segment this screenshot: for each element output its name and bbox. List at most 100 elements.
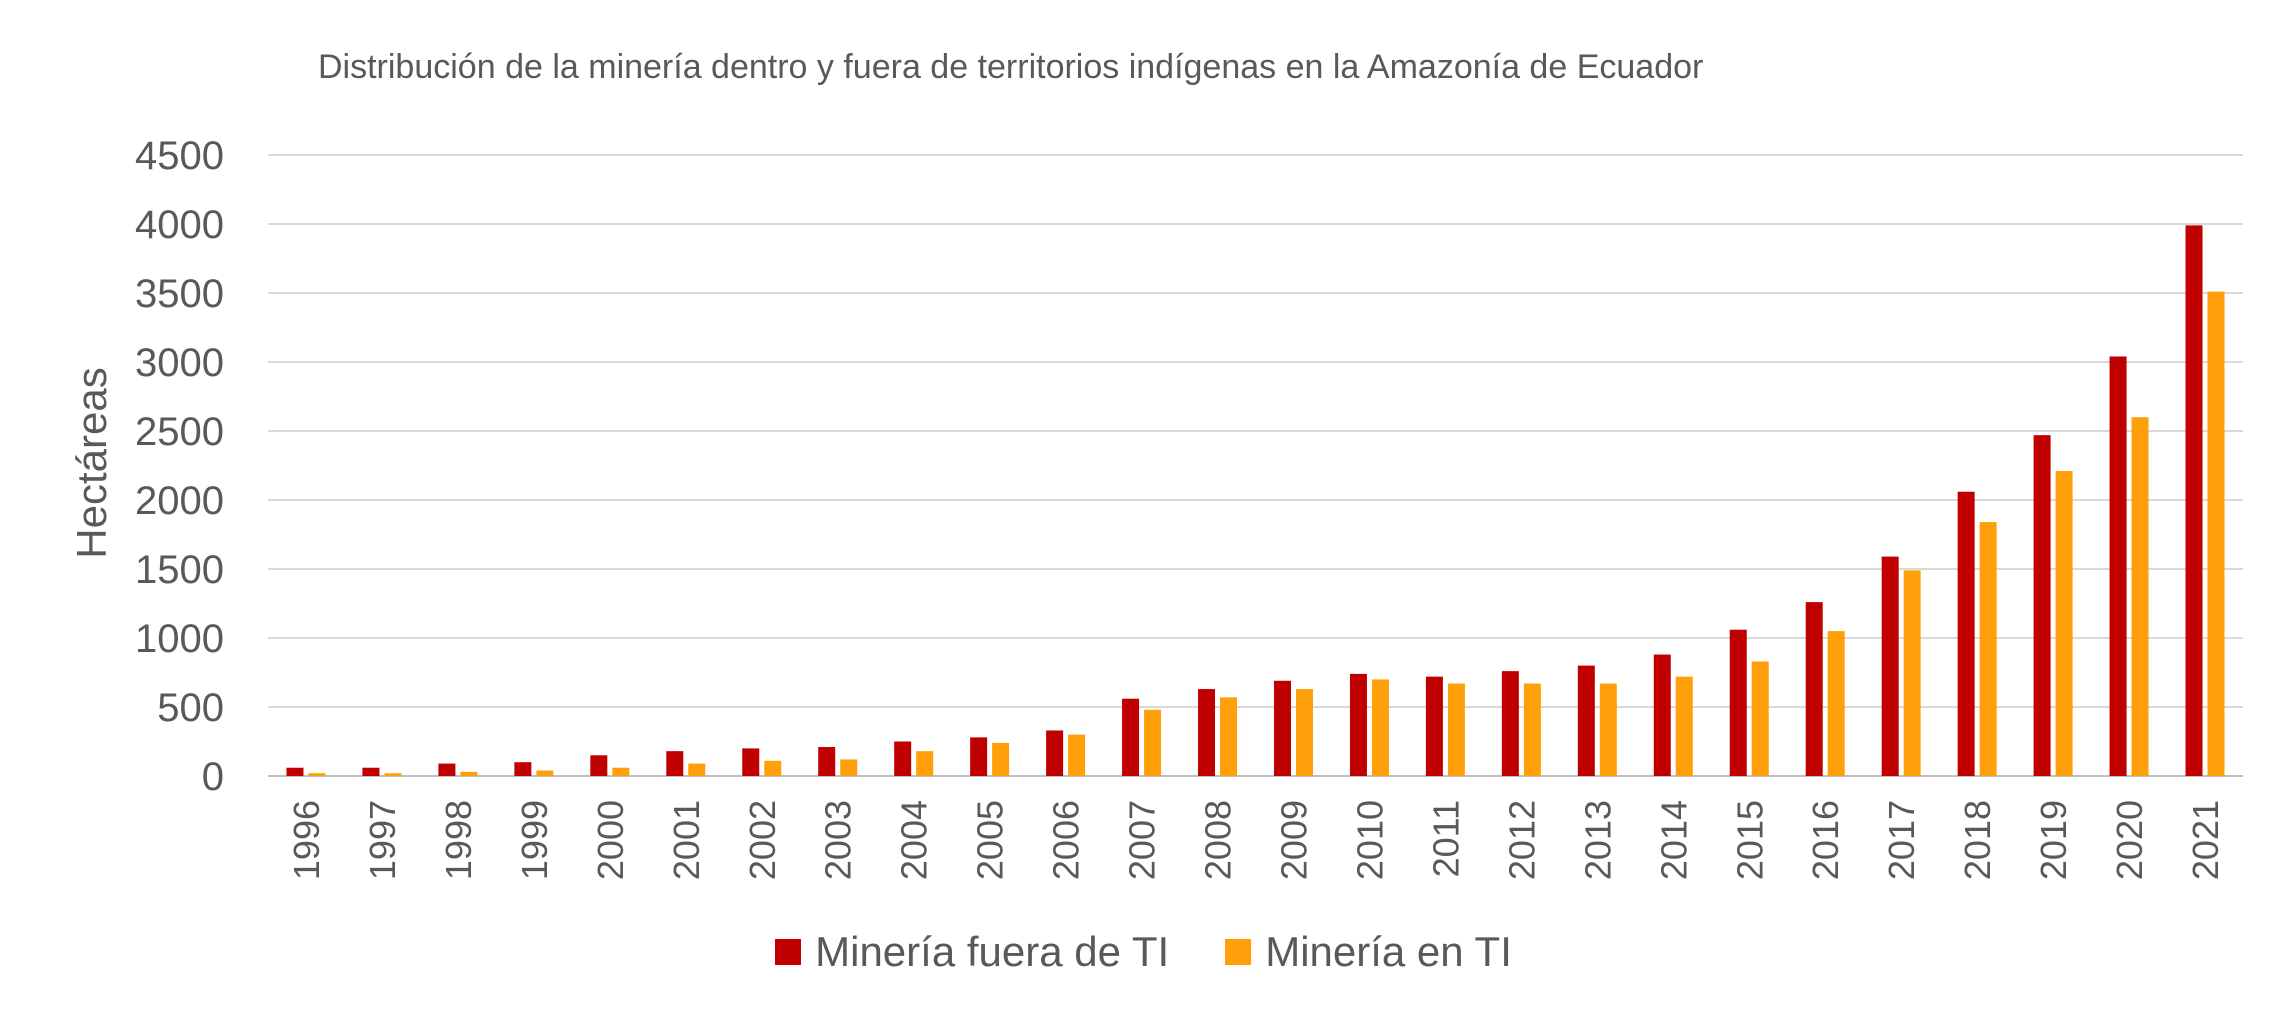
y-tick-label: 4500 <box>135 134 224 178</box>
bar-en-ti <box>536 770 554 776</box>
chart-title: Distribución de la minería dentro y fuer… <box>318 48 1704 86</box>
y-tick-label: 3000 <box>135 341 224 385</box>
bar-en-ti <box>992 742 1010 776</box>
bar-fuera-ti <box>666 751 684 776</box>
legend: Minería fuera de TI Minería en TI <box>0 928 2287 976</box>
x-tick-label: 2021 <box>2185 800 2226 880</box>
bar-fuera-ti <box>1273 680 1291 776</box>
bars <box>286 225 2225 776</box>
bar-fuera-ti <box>1805 602 1823 776</box>
y-tick-label: 3500 <box>135 272 224 316</box>
bar-fuera-ti <box>286 767 304 776</box>
bar-fuera-ti <box>1425 676 1443 776</box>
bar-fuera-ti <box>1198 689 1216 776</box>
x-tick-label: 2020 <box>2109 800 2150 880</box>
y-tick-label: 4000 <box>135 203 224 247</box>
bar-en-ti <box>1675 676 1693 776</box>
legend-item-series-0: Minería fuera de TI <box>775 928 1169 976</box>
bar-en-ti <box>840 759 858 776</box>
bar-en-ti <box>1371 679 1389 776</box>
bar-fuera-ti <box>590 755 608 776</box>
bar-fuera-ti <box>2109 356 2127 776</box>
bar-en-ti <box>916 751 934 776</box>
bar-en-ti <box>1903 570 1921 776</box>
legend-swatch <box>775 939 802 965</box>
bar-en-ti <box>1827 631 1845 776</box>
x-tick-label: 2014 <box>1653 800 1694 880</box>
bar-fuera-ti <box>742 748 760 776</box>
bar-fuera-ti <box>1501 671 1519 776</box>
legend-label: Minería fuera de TI <box>815 928 1170 975</box>
x-tick-label: 2013 <box>1577 800 1618 880</box>
x-axis-ticks: 1996 1997 1998 1999 2000 2001 2002 2003 2004 2005… <box>286 800 2226 880</box>
bar-fuera-ti <box>970 737 988 776</box>
y-axis-label: Hectáreas <box>68 367 115 558</box>
x-tick-label: 2009 <box>1273 800 1314 880</box>
y-tick-label: 2000 <box>135 479 224 523</box>
bar-fuera-ti <box>2033 435 2051 776</box>
bar-en-ti <box>1599 683 1617 776</box>
bar-fuera-ti <box>1653 654 1671 776</box>
bar-en-ti <box>688 763 706 776</box>
bar-fuera-ti <box>1122 698 1140 776</box>
bar-fuera-ti <box>2185 225 2203 776</box>
bar-fuera-ti <box>1881 556 1899 776</box>
y-axis-ticks: 0 500 1000 1500 2000 2500 3000 3500 4000 4500 <box>135 134 224 799</box>
bar-fuera-ti <box>362 767 380 776</box>
y-tick-label: 0 <box>202 755 224 799</box>
bar-en-ti <box>1447 683 1465 776</box>
bar-fuera-ti <box>514 762 532 776</box>
y-tick-label: 2500 <box>135 410 224 454</box>
bar-en-ti <box>1068 734 1086 776</box>
bar-fuera-ti <box>1577 665 1595 776</box>
bar-en-ti <box>460 771 478 776</box>
bar-en-ti <box>764 760 782 776</box>
x-tick-label: 1997 <box>362 800 403 880</box>
legend-label: Minería en TI <box>1265 928 1512 975</box>
bar-en-ti <box>1979 522 1997 776</box>
x-tick-label: 2011 <box>1425 800 1466 877</box>
bar-en-ti <box>2207 291 2225 776</box>
y-tick-label: 1500 <box>135 548 224 592</box>
x-tick-label: 2005 <box>970 800 1011 880</box>
x-tick-label: 2002 <box>742 800 783 880</box>
y-tick-label: 500 <box>157 686 224 730</box>
bar-en-ti <box>1220 697 1238 776</box>
x-tick-label: 1998 <box>438 800 479 880</box>
bar-en-ti <box>384 773 402 776</box>
bar-fuera-ti <box>1046 730 1064 776</box>
bar-fuera-ti <box>1957 491 1975 776</box>
bar-en-ti <box>1751 661 1769 776</box>
x-tick-label: 2008 <box>1198 800 1239 880</box>
x-tick-label: 2019 <box>2033 800 2074 880</box>
x-tick-label: 2015 <box>1729 800 1770 880</box>
x-tick-label: 1996 <box>286 800 327 880</box>
bar-en-ti <box>612 767 630 776</box>
x-tick-label: 2010 <box>1349 800 1390 880</box>
x-tick-label: 2012 <box>1501 800 1542 880</box>
bar-en-ti <box>308 773 326 776</box>
bar-en-ti <box>1523 683 1541 776</box>
bar-fuera-ti <box>818 747 836 776</box>
x-tick-label: 2007 <box>1122 800 1163 880</box>
legend-item-series-1: Minería en TI <box>1225 928 1512 976</box>
bar-fuera-ti <box>1729 629 1747 776</box>
gridlines <box>268 154 2243 777</box>
bar-en-ti <box>2055 471 2073 776</box>
bar-fuera-ti <box>1349 673 1367 776</box>
bar-en-ti <box>1295 689 1313 776</box>
bar-en-ti <box>2131 417 2149 776</box>
x-tick-label: 1999 <box>514 800 555 880</box>
x-tick-label: 2004 <box>894 800 935 880</box>
x-tick-label: 2016 <box>1805 800 1846 880</box>
y-tick-label: 1000 <box>135 617 224 661</box>
x-tick-label: 2017 <box>1881 800 1922 880</box>
x-tick-label: 2001 <box>666 800 707 880</box>
x-tick-label: 2000 <box>590 800 631 880</box>
x-tick-label: 2006 <box>1046 800 1087 880</box>
x-tick-label: 2018 <box>1957 800 1998 880</box>
x-tick-label: 2003 <box>818 800 859 880</box>
bar-fuera-ti <box>438 763 456 776</box>
bar-en-ti <box>1144 709 1162 776</box>
